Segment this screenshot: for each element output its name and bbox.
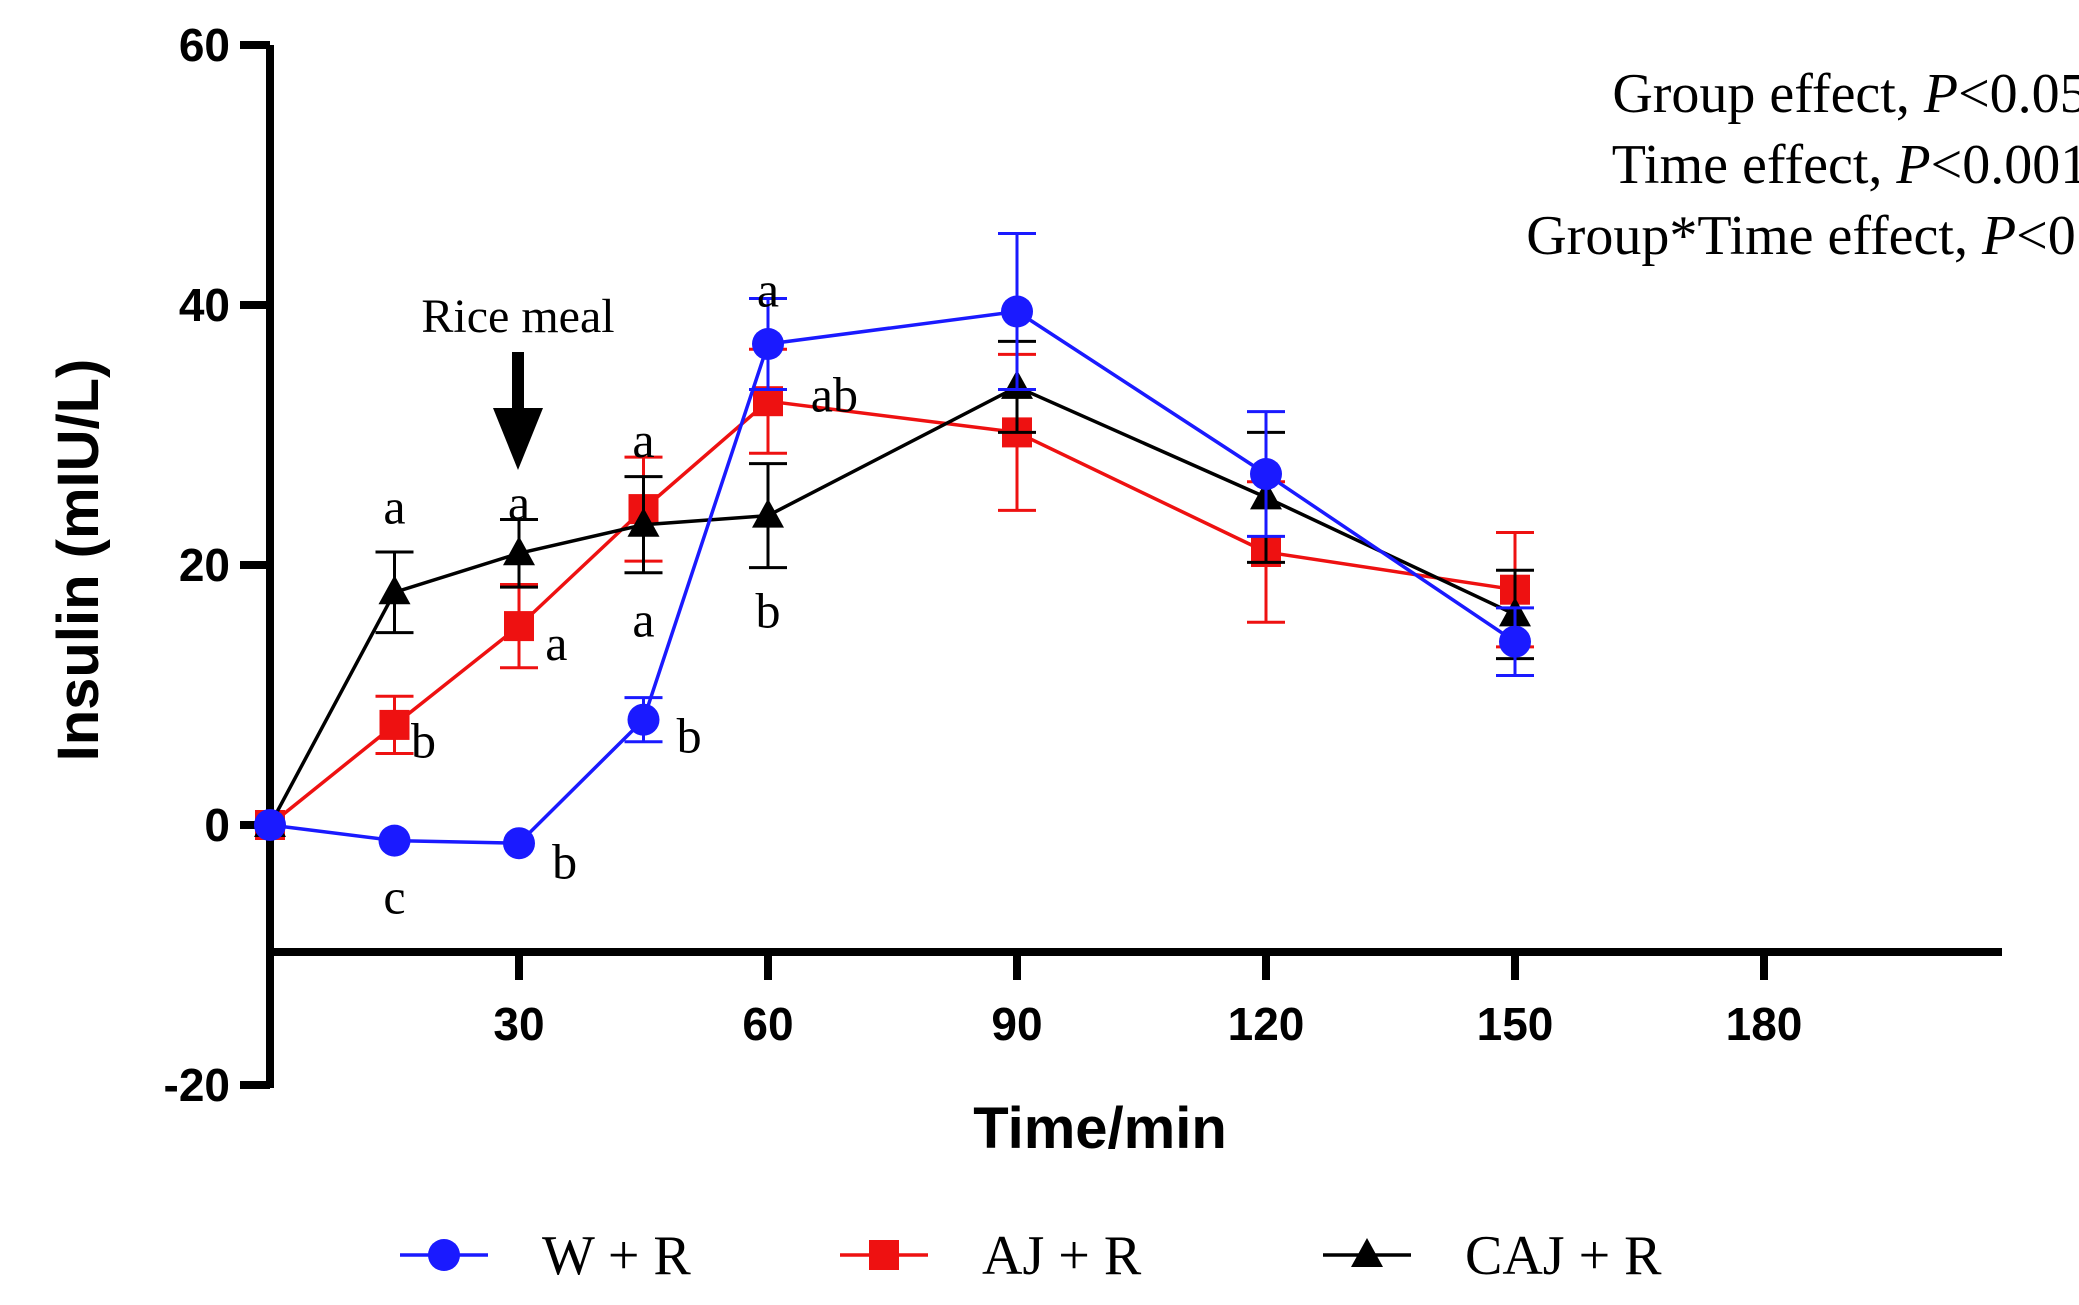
series-w-r — [254, 232, 1534, 860]
series-aj-r — [255, 347, 1534, 840]
stat-interaction-value: <0.001 — [2016, 205, 2079, 267]
legend-marker — [869, 1240, 899, 1270]
legend-marker — [1351, 1238, 1383, 1267]
data-point — [752, 328, 784, 360]
legend-label: AJ + R — [982, 1225, 1142, 1287]
x-tick-label: 150 — [1477, 998, 1554, 1050]
annotations: Group effect, P<0.05 Time effect, P<0.00… — [383, 63, 2079, 925]
significance-letter: a — [632, 592, 654, 648]
data-point — [379, 709, 410, 740]
significance-letter: ab — [811, 367, 858, 423]
y-tick-label: -20 — [164, 1059, 230, 1111]
x-tick-label: 120 — [1228, 998, 1305, 1050]
y-tick-label: 60 — [179, 19, 230, 71]
stat-line-interaction: Group*Time effect, P<0.001 — [1526, 205, 2079, 267]
stat-time-p: P — [1895, 134, 1930, 196]
x-axis-title: Time/min — [973, 1096, 1227, 1161]
legend-entry: CAJ + R — [1323, 1225, 1662, 1287]
significance-letter: a — [757, 261, 779, 317]
legend: W + R AJ + R CAJ + R — [400, 1225, 1662, 1287]
data-point — [503, 536, 535, 566]
stat-interaction-p: P — [1981, 205, 2016, 267]
legend-label: CAJ + R — [1465, 1225, 1662, 1287]
rice-meal-arrow-icon — [493, 352, 543, 470]
data-point — [1001, 295, 1033, 328]
series-line — [268, 399, 1516, 827]
legend-entry: W + R — [400, 1225, 691, 1287]
y-tick-label: 40 — [179, 279, 230, 331]
data-point — [1499, 625, 1531, 658]
stat-line-group: Group effect, P<0.05 — [1612, 63, 2079, 125]
stat-group-label: Group effect, — [1612, 63, 1924, 125]
x-tick-label: 180 — [1726, 998, 1803, 1050]
series-layer — [254, 232, 1534, 860]
significance-letter: a — [508, 475, 530, 531]
rice-meal-label: Rice meal — [421, 290, 614, 343]
series-line — [268, 384, 1516, 826]
legend-label: W + R — [542, 1225, 691, 1287]
significance-letter: c — [383, 869, 405, 925]
data-point — [378, 824, 411, 857]
significance-letter: a — [383, 479, 405, 535]
significance-letter: b — [756, 583, 781, 639]
legend-marker — [428, 1239, 460, 1271]
x-tick-label: 60 — [742, 998, 793, 1050]
data-point — [504, 611, 534, 642]
data-point — [503, 827, 535, 860]
data-point — [752, 498, 784, 528]
y-tick-label: 0 — [204, 799, 230, 851]
significance-letter: b — [411, 713, 436, 769]
data-point — [753, 386, 783, 417]
data-point — [627, 703, 660, 736]
axes: -20 0 20 40 60 30 60 90 120 150 180 Time/min Insulin… — [46, 19, 2002, 1161]
data-point — [378, 575, 411, 605]
data-point — [627, 507, 660, 537]
data-point — [1250, 458, 1282, 490]
data-point — [254, 809, 286, 841]
significance-letter: a — [545, 615, 567, 671]
series-line — [269, 309, 1516, 845]
y-axis-title: Insulin (mIU/L) — [46, 359, 111, 762]
legend-entry: AJ + R — [840, 1225, 1142, 1287]
stat-time-value: <0.001 — [1931, 134, 2079, 196]
stat-line-time: Time effect, P<0.001 — [1612, 134, 2079, 196]
stat-time-label: Time effect, — [1612, 134, 1897, 196]
x-tick-label: 90 — [991, 998, 1042, 1050]
y-tick-label: 20 — [179, 539, 230, 591]
significance-letter: b — [552, 833, 577, 889]
x-tick-label: 30 — [493, 998, 544, 1050]
stat-interaction-label: Group*Time effect, — [1526, 205, 1982, 267]
stat-group-value: <0.05 — [1958, 63, 2079, 125]
significance-letter: a — [632, 412, 654, 468]
significance-letter: b — [677, 707, 702, 763]
stat-group-p: P — [1923, 63, 1958, 125]
